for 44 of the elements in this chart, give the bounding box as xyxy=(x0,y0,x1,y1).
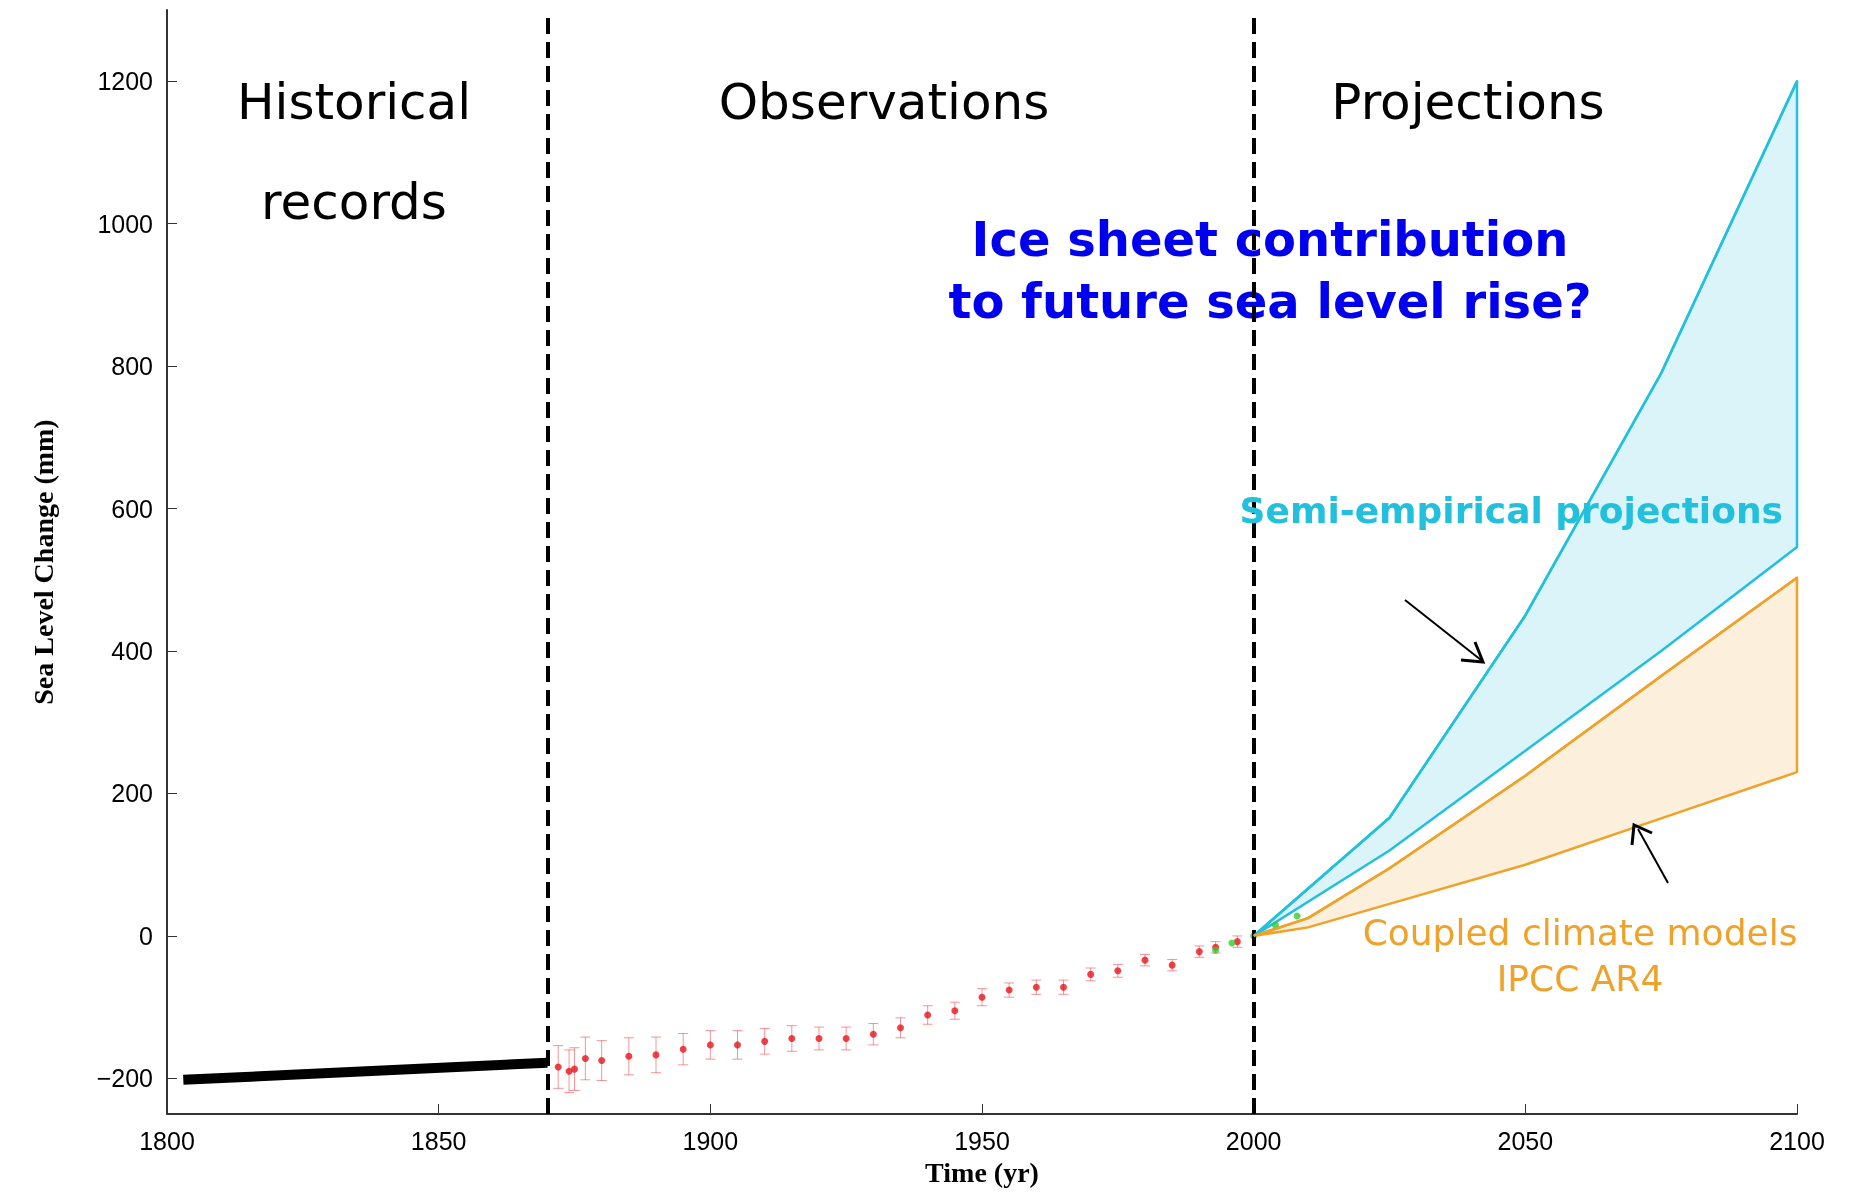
annotation: Observations xyxy=(718,73,1050,131)
y-tick-label: 400 xyxy=(111,637,153,666)
point xyxy=(1060,983,1067,991)
annotation: Historical records xyxy=(236,73,472,231)
point xyxy=(815,1035,823,1042)
point xyxy=(554,1063,562,1071)
point xyxy=(706,1041,714,1049)
point xyxy=(1005,986,1013,994)
point xyxy=(1087,970,1095,978)
point xyxy=(734,1041,741,1049)
series-label: Coupled climate models IPCC AR4 xyxy=(1362,912,1798,1000)
point xyxy=(869,1030,877,1038)
point xyxy=(679,1045,687,1053)
y-tick-label: −200 xyxy=(96,1064,153,1093)
y-tick-label: 0 xyxy=(139,921,153,950)
x-tick-label: 1950 xyxy=(954,1126,1010,1155)
x-tick-label: 1900 xyxy=(682,1126,739,1155)
point xyxy=(625,1052,633,1060)
x-tick-label: 2050 xyxy=(1497,1126,1554,1155)
point xyxy=(788,1035,796,1042)
y-axis-title: Sea Level Change (mm) xyxy=(27,419,59,705)
point xyxy=(581,1054,589,1062)
point xyxy=(978,993,986,1001)
y-tick-label: 800 xyxy=(111,352,153,381)
y-tick-label: 1000 xyxy=(97,209,153,238)
x-tick-label: 1850 xyxy=(410,1126,467,1155)
y-tick-label: 600 xyxy=(111,494,153,523)
y-tick-label: 1200 xyxy=(97,67,153,96)
annotation: Projections xyxy=(1331,73,1605,131)
x-axis-title: Time (yr) xyxy=(925,1156,1039,1188)
point xyxy=(598,1057,606,1065)
x-tick-label: 1800 xyxy=(139,1126,195,1155)
point xyxy=(761,1037,769,1045)
x-tick-label: 2000 xyxy=(1225,1126,1282,1155)
point xyxy=(924,1011,932,1019)
annotation: Ice sheet contribution to future sea level rise? xyxy=(948,211,1592,329)
point xyxy=(897,1024,904,1032)
x-tick-label: 2100 xyxy=(1769,1126,1825,1155)
point xyxy=(842,1035,850,1042)
point xyxy=(571,1065,578,1073)
point xyxy=(1114,967,1122,975)
point xyxy=(951,1007,959,1015)
y-tick-label: 200 xyxy=(111,779,153,808)
point xyxy=(1032,983,1040,991)
